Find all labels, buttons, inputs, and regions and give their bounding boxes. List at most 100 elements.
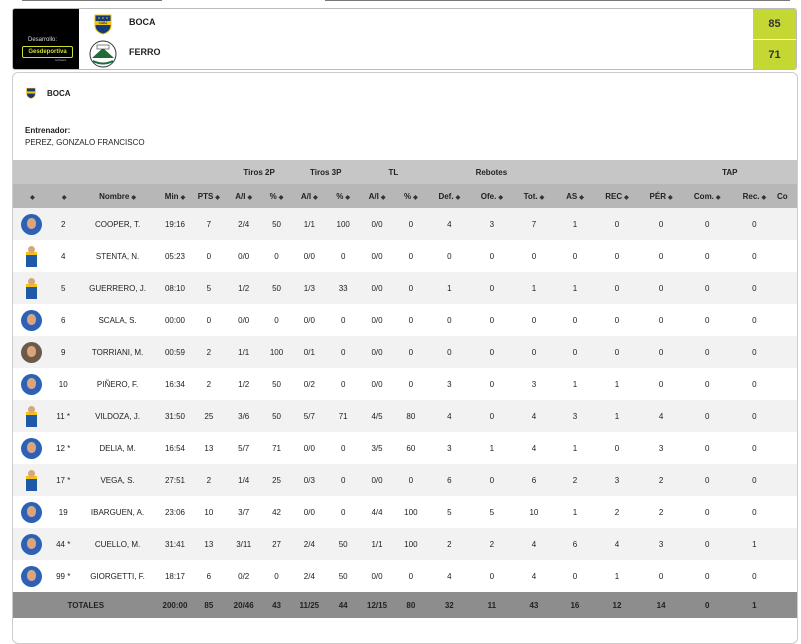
col-label: % (336, 191, 344, 201)
col-t2-pct[interactable]: % ◆ (261, 184, 292, 208)
stat-per: 4 (639, 400, 683, 432)
stat-per: 0 (639, 272, 683, 304)
col-t2-ai[interactable]: A/I ◆ (226, 184, 262, 208)
col-cut[interactable]: Co (776, 184, 797, 208)
col-def[interactable]: Def. ◆ (427, 184, 472, 208)
stat-tot: 7 (512, 208, 556, 240)
col-t3-pct[interactable]: % ◆ (326, 184, 360, 208)
stat-t3p: 100 (326, 208, 360, 240)
col-min[interactable]: Min ◆ (158, 184, 192, 208)
stat-com: 0 (682, 272, 732, 304)
stat-tl: 0/0 (359, 368, 395, 400)
col-as[interactable]: AS ◆ (555, 184, 595, 208)
player-avatar[interactable] (20, 309, 42, 331)
col-number[interactable]: ◆ (49, 184, 77, 208)
player-name[interactable]: VEGA, S. (76, 464, 159, 496)
stat-com: 0 (682, 528, 732, 560)
stat-min: 31:41 (158, 528, 192, 560)
table-row[interactable]: 2 COOPER, T. 19:16 7 2/4 50 1/1 100 0/0 0 4 3 7 1 0 0 0 0 (13, 208, 797, 240)
player-name[interactable]: GUERRERO, J. (76, 272, 159, 304)
stat-min: 00:00 (158, 304, 192, 336)
table-row[interactable]: 12 * DELIA, M. 16:54 13 5/7 71 0/0 0 3/5 60 3 1 4 1 0 3… (13, 432, 797, 464)
total-min: 200:00 (158, 592, 192, 618)
sponsor-logo[interactable]: Gesdeportiva (22, 46, 73, 58)
player-name[interactable]: GIORGETTI, F. (76, 560, 159, 592)
player-avatar[interactable] (21, 469, 42, 491)
player-avatar[interactable] (20, 437, 42, 459)
player-name[interactable]: SCALA, S. (76, 304, 159, 336)
total-t3: 11/25 (291, 592, 327, 618)
stat-t2p: 71 (261, 432, 292, 464)
stat-tlp: 0 (394, 240, 428, 272)
table-row[interactable]: 6 SCALA, S. 00:00 0 0/0 0 0/0 0 0/0 0 0 0 0 0 0 0 0 0 (13, 304, 797, 336)
player-avatar[interactable] (21, 405, 42, 427)
coach-label: Entrenador: (25, 126, 71, 135)
stat-per: 0 (639, 304, 683, 336)
total-as: 16 (555, 592, 595, 618)
sort-icon: ◆ (180, 194, 186, 201)
stat-recb: 0 (731, 368, 777, 400)
table-row[interactable]: 10 PIÑERO, F. 16:34 2 1/2 50 0/2 0 0/0 0 3 0 3 1 1 0 0 0 (13, 368, 797, 400)
stat-def: 1 (427, 272, 472, 304)
sort-icon: ◆ (61, 194, 67, 201)
sponsor-panel: Desarrollo: Gesdeportiva software (13, 9, 79, 69)
stat-ofe: 0 (471, 560, 513, 592)
sort-icon: ◆ (761, 194, 767, 201)
ferro-crest-icon (89, 40, 117, 68)
col-tot[interactable]: Tot. ◆ (512, 184, 556, 208)
col-tl-pct[interactable]: % ◆ (394, 184, 428, 208)
stat-rec: 1 (594, 368, 640, 400)
player-name[interactable]: TORRIANI, M. (76, 336, 159, 368)
table-row[interactable]: 44 * CUELLO, M. 31:41 13 3/11 27 2/4 50 1/1 100 2 2… (13, 528, 797, 560)
player-avatar[interactable] (20, 565, 42, 587)
stat-tl: 0/0 (359, 240, 395, 272)
col-recb[interactable]: Rec. ◆ (731, 184, 777, 208)
col-pts[interactable]: PTS ◆ (191, 184, 227, 208)
col-ofe[interactable]: Ofe. ◆ (471, 184, 513, 208)
table-row[interactable]: 17 * VEGA, S. 27:51 2 1/4 25 0/3 0 0/0 0 6 0 6 2 3 2 0 0 (13, 464, 797, 496)
table-row[interactable]: 11 * VILDOZA, J. 31:50 25 3/6 50 5/7 71 4/5 80 4 0 4… (13, 400, 797, 432)
col-nombre[interactable]: Nombre ◆ (76, 184, 159, 208)
stat-t2p: 0 (261, 240, 292, 272)
stat-def: 4 (427, 208, 472, 240)
stat-recb: 1 (731, 528, 777, 560)
player-avatar[interactable] (20, 501, 42, 523)
stat-t3p: 50 (326, 528, 360, 560)
player-avatar[interactable] (20, 533, 42, 555)
player-name[interactable]: DELIA, M. (76, 432, 159, 464)
table-row[interactable]: 5 GUERRERO, J. 08:10 5 1/2 50 1/3 33 0/0 0 1 0 1 1 0 0 0… (13, 272, 797, 304)
player-name[interactable]: COOPER, T. (76, 208, 159, 240)
col-rec[interactable]: REC ◆ (594, 184, 640, 208)
player-avatar[interactable] (20, 373, 42, 395)
stat-rec: 0 (594, 432, 640, 464)
table-row[interactable]: 99 * GIORGETTI, F. 18:17 6 0/2 0 2/4 50 0/0 0 4 0 4 0… (13, 560, 797, 592)
stat-cut (776, 336, 797, 368)
player-name[interactable]: CUELLO, M. (76, 528, 159, 560)
stat-t2: 0/2 (226, 560, 262, 592)
stat-pts: 2 (191, 368, 227, 400)
player-avatar[interactable] (21, 245, 42, 267)
col-tl-ai[interactable]: A/I ◆ (359, 184, 395, 208)
table-row[interactable]: 4 STENTA, N. 05:23 0 0/0 0 0/0 0 0/0 0 0 0 0 0 0 0 0 0 (13, 240, 797, 272)
player-avatar[interactable] (20, 341, 42, 363)
total-t3-pct: 44 (326, 592, 360, 618)
stat-t2: 3/7 (226, 496, 262, 528)
player-avatar[interactable] (20, 213, 42, 235)
col-t3-ai[interactable]: A/I ◆ (291, 184, 327, 208)
col-com[interactable]: Com. ◆ (682, 184, 732, 208)
stat-min: 00:59 (158, 336, 192, 368)
table-row[interactable]: 9 TORRIANI, M. 00:59 2 1/1 100 0/1 0 0/0 0 0 0 0 0 0 0 0… (13, 336, 797, 368)
player-name[interactable]: IBARGUEN, A. (76, 496, 159, 528)
stat-t3: 0/0 (291, 496, 327, 528)
player-name[interactable]: STENTA, N. (76, 240, 159, 272)
player-name[interactable]: PIÑERO, F. (76, 368, 159, 400)
col-avatar[interactable]: ◆ (13, 184, 50, 208)
player-avatar[interactable] (21, 277, 42, 299)
col-label: AS (566, 191, 578, 201)
player-photo-cell (13, 304, 50, 336)
stat-t3p: 50 (326, 560, 360, 592)
stat-as: 1 (555, 432, 595, 464)
player-name[interactable]: VILDOZA, J. (76, 400, 159, 432)
table-row[interactable]: 19 IBARGUEN, A. 23:06 10 3/7 42 0/0 0 4/4 100 5 5 10… (13, 496, 797, 528)
col-per[interactable]: PÉR ◆ (639, 184, 683, 208)
